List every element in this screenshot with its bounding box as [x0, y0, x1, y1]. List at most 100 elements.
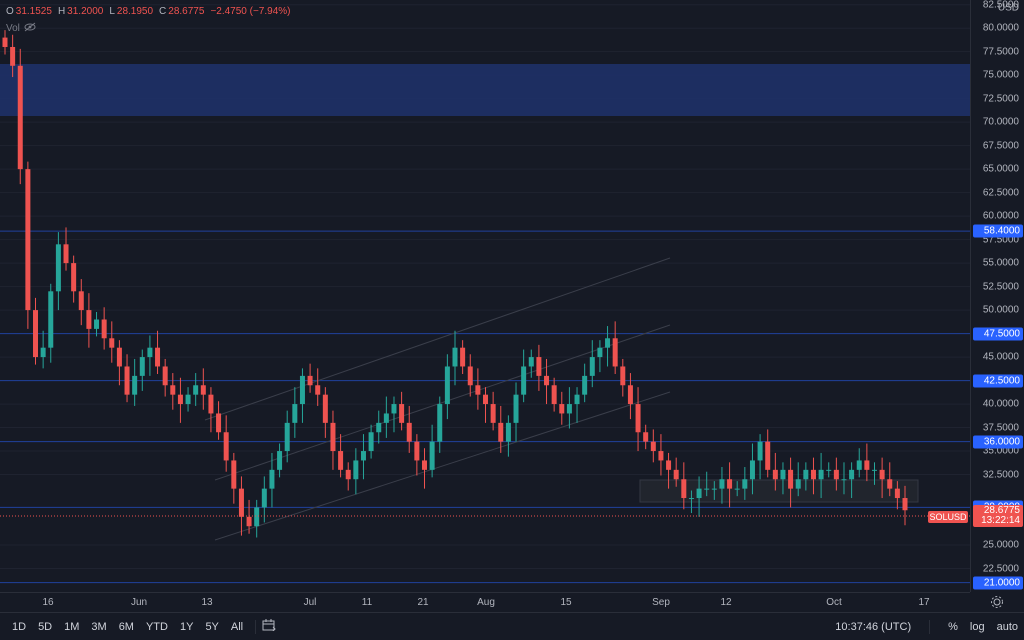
price-tick: 52.5000 — [982, 281, 1019, 293]
candle-body — [292, 404, 298, 423]
candle-body — [734, 488, 740, 490]
candle-body — [238, 488, 244, 517]
time-tick: 13 — [201, 597, 213, 608]
price-tick: 25.0000 — [982, 539, 1019, 551]
candle-body — [574, 394, 580, 405]
candle-body — [299, 375, 305, 405]
candle-body — [200, 385, 206, 395]
candle-body — [421, 460, 427, 470]
time-axis[interactable]: 16 Jun 13 Jul 11 21 Aug 15 Sep 12 Oct 17 — [0, 592, 970, 613]
level-tag: 36.0000 — [973, 435, 1023, 449]
volume-legend: Vol — [6, 22, 36, 35]
range-button-5y[interactable]: 5Y — [205, 620, 219, 633]
candle-body — [55, 244, 61, 292]
candle-body — [818, 469, 824, 480]
range-box — [639, 479, 919, 503]
price-tick: 77.5000 — [982, 46, 1019, 58]
calendar-icon[interactable] — [262, 619, 276, 634]
candle-body — [635, 404, 641, 433]
candle-body — [483, 394, 489, 405]
candle-body — [406, 422, 412, 442]
candle-body — [803, 469, 809, 480]
candle-body — [704, 488, 710, 490]
settings-gear-icon[interactable] — [990, 595, 1004, 614]
range-button-1d[interactable]: 1D — [12, 620, 27, 633]
candle-body — [231, 460, 237, 489]
high-label: H — [57, 6, 66, 17]
range-button-1m[interactable]: 1M — [64, 620, 80, 633]
candle-body — [124, 366, 130, 395]
axis-currency[interactable]: USD — [997, 2, 1019, 14]
candle-body — [650, 441, 656, 452]
vol-label: Vol — [6, 23, 20, 34]
range-buttons: 1D 5D 1M 3M 6M YTD 1Y 5Y All — [6, 621, 249, 633]
candle-body — [620, 366, 626, 386]
level-tag: 21.0000 — [973, 576, 1023, 590]
time-tick: Jul — [303, 597, 317, 608]
price-tick: 82.5000 — [982, 0, 1019, 11]
log-toggle[interactable]: log — [969, 620, 985, 633]
time-tick: 16 — [42, 597, 54, 608]
candle-body — [109, 338, 115, 348]
candle-body — [589, 357, 595, 376]
price-tick: 35.0000 — [982, 445, 1019, 457]
candle-body — [277, 451, 283, 470]
candle-body — [48, 291, 54, 348]
candle-body — [444, 366, 450, 405]
candle-body — [40, 347, 46, 358]
eye-hidden-icon[interactable] — [24, 22, 36, 35]
candle-body — [627, 385, 633, 405]
candle-body — [63, 244, 69, 264]
auto-toggle[interactable]: auto — [996, 620, 1018, 633]
price-tick: 57.5000 — [982, 234, 1019, 246]
range-button-5d[interactable]: 5D — [38, 620, 53, 633]
level-tag: 42.5000 — [973, 374, 1023, 388]
candle-body — [490, 404, 496, 423]
candle-body — [795, 479, 801, 489]
candle-body — [25, 169, 31, 311]
price-tick: 60.0000 — [982, 210, 1019, 222]
candle-body — [216, 413, 222, 433]
high-value: 31.2000 — [67, 6, 104, 17]
price-tick: 72.5000 — [982, 93, 1019, 105]
candle-body — [605, 338, 611, 348]
candle-body — [208, 394, 214, 414]
candle-body — [528, 357, 534, 367]
time-tick: 21 — [417, 597, 429, 608]
price-tick: 32.5000 — [982, 469, 1019, 481]
candle-body — [810, 469, 816, 480]
trend-channel — [204, 257, 671, 541]
candle-body — [94, 319, 100, 329]
price-tick: 80.0000 — [982, 22, 1019, 34]
candle-body — [658, 451, 664, 461]
candle-body — [566, 404, 572, 414]
candle-body — [696, 488, 702, 499]
candle-body — [33, 310, 39, 358]
price-chart[interactable] — [0, 0, 970, 592]
range-button-ytd[interactable]: YTD — [145, 620, 168, 633]
candle-body — [742, 479, 748, 489]
candle-body — [338, 451, 344, 470]
candle-body — [391, 404, 397, 414]
candle-body — [345, 469, 351, 480]
countdown: 13:22:14 — [981, 515, 1020, 527]
candle-body — [841, 479, 847, 481]
range-button-all[interactable]: All — [230, 620, 244, 633]
open-label: O — [6, 6, 14, 17]
price-tick: 50.0000 — [982, 304, 1019, 316]
time-tick: 15 — [560, 597, 572, 608]
range-button-3m[interactable]: 3M — [91, 620, 107, 633]
divider — [929, 619, 931, 634]
clock-display[interactable]: 10:37:46 (UTC) — [835, 620, 912, 633]
time-tick: 17 — [918, 597, 930, 608]
candle-body — [749, 460, 755, 480]
level-tag: 47.5000 — [973, 327, 1023, 341]
price-axis[interactable]: USD 82.5000 80.0000 77.5000 75.0000 72.5000 7… — [970, 0, 1024, 592]
candle-body — [757, 441, 763, 461]
candle-body — [475, 385, 481, 395]
percent-toggle[interactable]: % — [948, 620, 958, 633]
candle-body — [155, 347, 161, 367]
range-button-1y[interactable]: 1Y — [179, 620, 194, 633]
candle-body — [780, 469, 786, 480]
range-button-6m[interactable]: 6M — [118, 620, 134, 633]
